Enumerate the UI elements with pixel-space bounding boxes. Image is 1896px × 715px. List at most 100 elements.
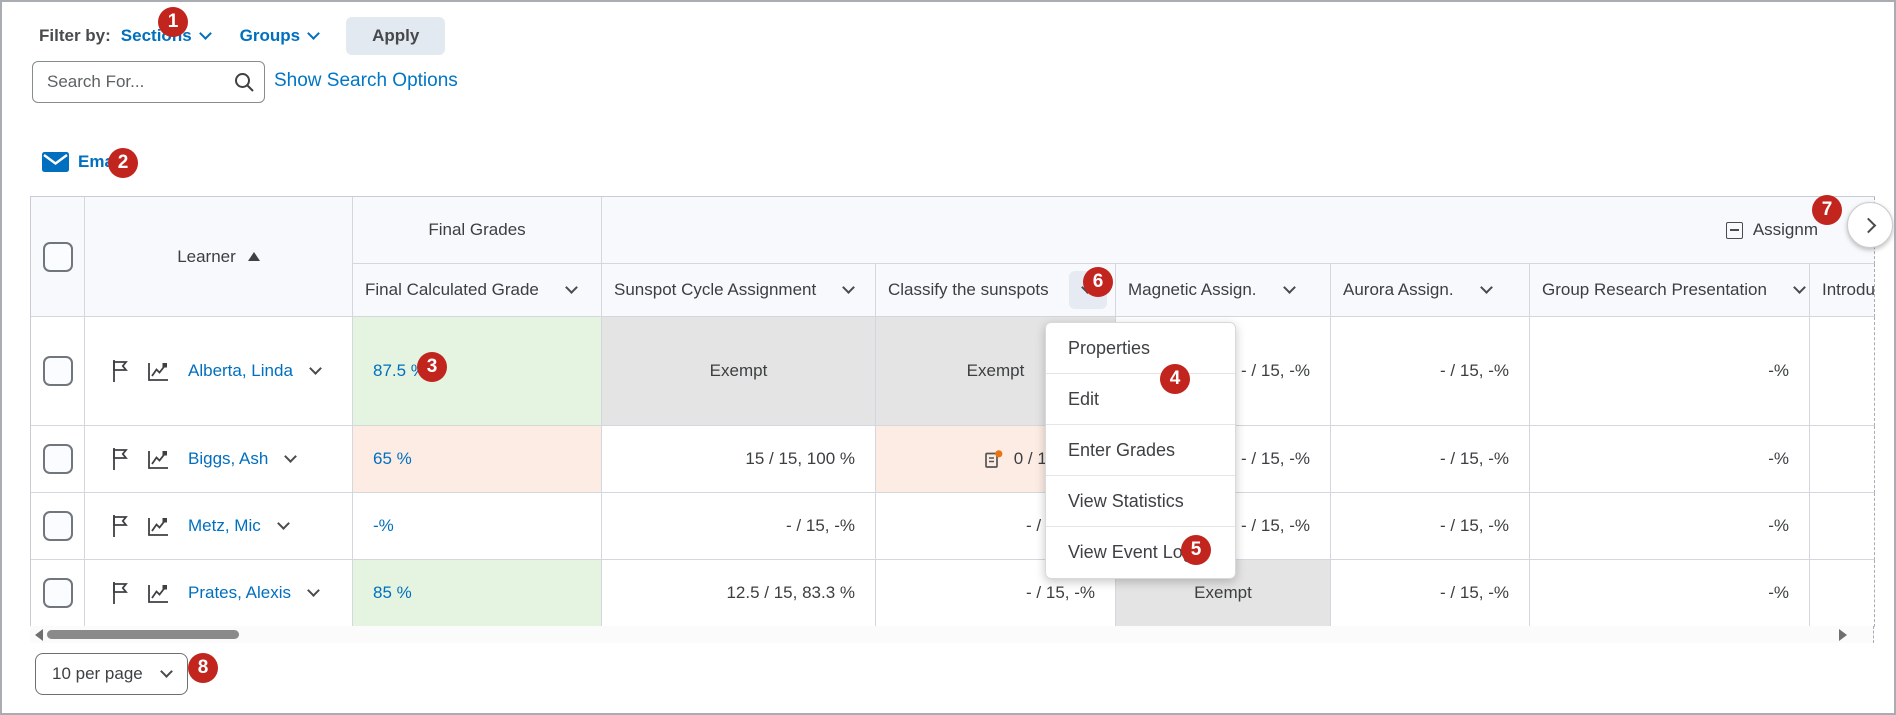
grades-table: Learner Final Grades Assignm Final Calcu… <box>30 196 1875 627</box>
grades-chart-icon[interactable] <box>147 516 170 537</box>
scrollbar-right-arrow-icon[interactable] <box>1839 629 1847 641</box>
column-context-menu: Properties Edit Enter Grades View Statis… <box>1045 322 1236 579</box>
scroll-columns-right-button[interactable] <box>1847 202 1893 248</box>
search-icon[interactable] <box>233 71 255 93</box>
final-grade-cell[interactable]: 65 % <box>353 426 602 493</box>
callout-8: 8 <box>188 653 218 683</box>
sort-ascending-icon <box>247 252 260 261</box>
column-header-sunspot: Sunspot Cycle Assignment <box>602 264 876 317</box>
menu-item-view-statistics[interactable]: View Statistics <box>1046 476 1235 527</box>
scrollbar-thumb[interactable] <box>47 630 239 639</box>
learner-menu-chevron-icon[interactable] <box>284 450 298 463</box>
column-menu-chevron-icon[interactable] <box>1793 281 1806 294</box>
learner-name-link[interactable]: Alberta, Linda <box>188 361 293 380</box>
grade-cell: - / 15, -% <box>602 493 876 560</box>
column-header-classify: Classify the sunspots <box>876 264 1116 317</box>
new-submission-icon[interactable] <box>983 449 1004 470</box>
select-all-checkbox[interactable] <box>42 241 73 272</box>
chevron-down-icon <box>198 27 212 40</box>
callout-2: 2 <box>108 148 138 178</box>
grade-cell <box>1810 560 1875 627</box>
grade-cell <box>1810 493 1875 560</box>
grade-cell: - / 15, -% <box>1331 493 1530 560</box>
row-checkbox[interactable] <box>42 356 73 386</box>
groups-dropdown[interactable]: Groups <box>239 26 320 46</box>
filter-bar: Filter by: Sections Groups Apply <box>39 16 446 56</box>
flag-icon[interactable] <box>111 581 129 605</box>
column-menu-chevron-icon[interactable] <box>565 281 578 294</box>
search-box <box>32 61 265 103</box>
per-page-select[interactable]: 10 per page <box>35 653 188 695</box>
grade-cell: -% <box>1530 560 1810 627</box>
learner-column-header[interactable]: Learner <box>85 197 353 317</box>
row-checkbox[interactable] <box>42 578 73 608</box>
grade-cell-exempt: Exempt <box>602 317 876 426</box>
chevron-down-icon <box>307 27 320 40</box>
show-search-options-link[interactable]: Show Search Options <box>274 70 458 91</box>
chevron-down-icon <box>160 665 173 678</box>
grades-chart-icon[interactable] <box>147 449 170 470</box>
column-header-final-calculated-grade: Final Calculated Grade <box>353 264 602 317</box>
row-checkbox[interactable] <box>42 444 73 474</box>
learner-header-label: Learner <box>177 246 236 266</box>
learner-menu-chevron-icon[interactable] <box>276 517 290 530</box>
grade-cell <box>1810 426 1875 493</box>
assignments-group-header: Assignm <box>602 197 1875 264</box>
grade-cell: - / 15, -% <box>1331 560 1530 627</box>
learner-name-link[interactable]: Biggs, Ash <box>188 449 269 468</box>
learner-menu-chevron-icon[interactable] <box>307 584 320 597</box>
final-grade-cell[interactable]: 85 % <box>353 560 602 627</box>
chevron-right-icon <box>1860 217 1876 233</box>
per-page-value: 10 per page <box>52 664 143 683</box>
menu-item-edit[interactable]: Edit <box>1046 374 1235 425</box>
callout-4: 4 <box>1160 364 1190 394</box>
callout-6: 6 <box>1083 267 1113 297</box>
callout-3: 3 <box>417 352 447 382</box>
row-select-cell <box>31 317 85 426</box>
final-grade-cell[interactable]: 87.5 % <box>353 317 602 426</box>
collapse-assignments-icon[interactable] <box>1725 221 1743 239</box>
flag-icon[interactable] <box>111 514 129 538</box>
learner-cell: Prates, Alexis <box>85 560 353 627</box>
learner-name-link[interactable]: Metz, Mic <box>188 516 261 535</box>
final-grade-cell[interactable]: -% <box>353 493 602 560</box>
row-checkbox[interactable] <box>42 511 73 541</box>
filter-by-label: Filter by: <box>39 26 111 45</box>
column-header-introduction: Introdu <box>1810 264 1875 317</box>
grades-chart-icon[interactable] <box>147 583 170 604</box>
column-menu-chevron-icon[interactable] <box>842 281 856 294</box>
learner-name-link[interactable]: Prates, Alexis <box>188 583 291 602</box>
row-select-cell <box>31 493 85 560</box>
grades-chart-icon[interactable] <box>147 361 170 382</box>
callout-1: 1 <box>158 7 188 37</box>
column-header-group-research: Group Research Presentation <box>1530 264 1810 317</box>
final-grades-group-header: Final Grades <box>353 197 602 264</box>
flag-icon[interactable] <box>111 447 129 471</box>
menu-item-view-event-log[interactable]: View Event Log <box>1068 542 1193 562</box>
grade-cell: -% <box>1530 426 1810 493</box>
column-menu-chevron-icon[interactable] <box>1479 281 1493 294</box>
select-all-cell <box>31 197 85 317</box>
grade-cell: - / 15, -% <box>1331 317 1530 426</box>
scrollbar-left-arrow-icon[interactable] <box>35 629 43 641</box>
flag-icon[interactable] <box>111 359 129 383</box>
menu-item-enter-grades[interactable]: Enter Grades <box>1046 425 1235 476</box>
menu-item-properties[interactable]: Properties <box>1046 323 1235 374</box>
grade-cell: - / 15, -% <box>1331 426 1530 493</box>
column-menu-chevron-icon[interactable] <box>1282 281 1296 294</box>
apply-button[interactable]: Apply <box>346 17 446 55</box>
assignments-group-label: Assignm <box>1752 220 1818 239</box>
search-input[interactable] <box>32 61 265 103</box>
row-select-cell <box>31 426 85 493</box>
grade-cell: 15 / 15, 100 % <box>602 426 876 493</box>
groups-label: Groups <box>239 26 301 45</box>
learner-cell: Metz, Mic <box>85 493 353 560</box>
learner-cell: Biggs, Ash <box>85 426 353 493</box>
learner-menu-chevron-icon[interactable] <box>309 362 322 375</box>
grade-cell: -% <box>1530 317 1810 426</box>
column-header-magnetic: Magnetic Assign. <box>1116 264 1331 317</box>
column-header-aurora: Aurora Assign. <box>1331 264 1530 317</box>
learner-cell: Alberta, Linda <box>85 317 353 426</box>
horizontal-scrollbar[interactable] <box>30 626 1874 643</box>
